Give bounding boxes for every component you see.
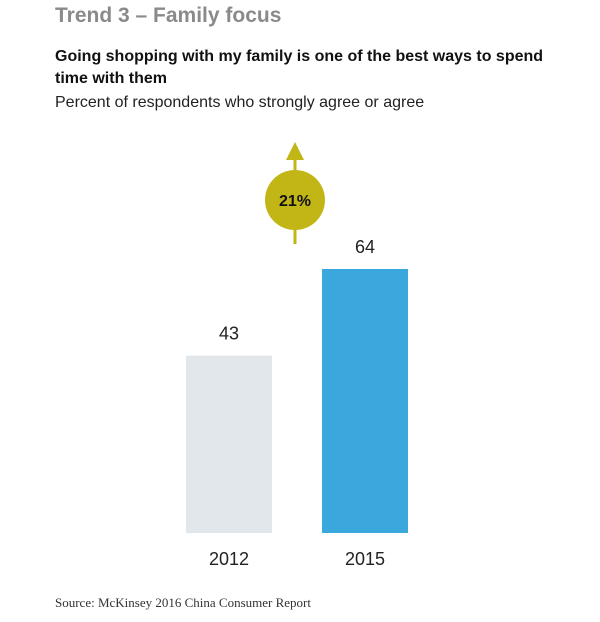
trend-title: Trend 3 – Family focus	[55, 4, 282, 27]
category-label-2015: 2015	[345, 549, 385, 569]
chart-subhead: Percent of respondents who strongly agre…	[55, 94, 425, 111]
growth-circle	[265, 170, 325, 230]
value-label-2012: 43	[219, 324, 239, 344]
bar-2012	[186, 355, 272, 533]
up-arrow-icon	[286, 142, 304, 160]
bar-2015	[322, 269, 408, 533]
source-note: Source: McKinsey 2016 China Consumer Rep…	[55, 595, 311, 610]
growth-label: 21%	[279, 193, 311, 210]
chart-headline: Going shopping with my family is one of …	[55, 48, 544, 87]
growth-annotation: 21%	[265, 142, 325, 244]
value-label-2015: 64	[355, 237, 375, 257]
category-label-2012: 2012	[209, 549, 249, 569]
